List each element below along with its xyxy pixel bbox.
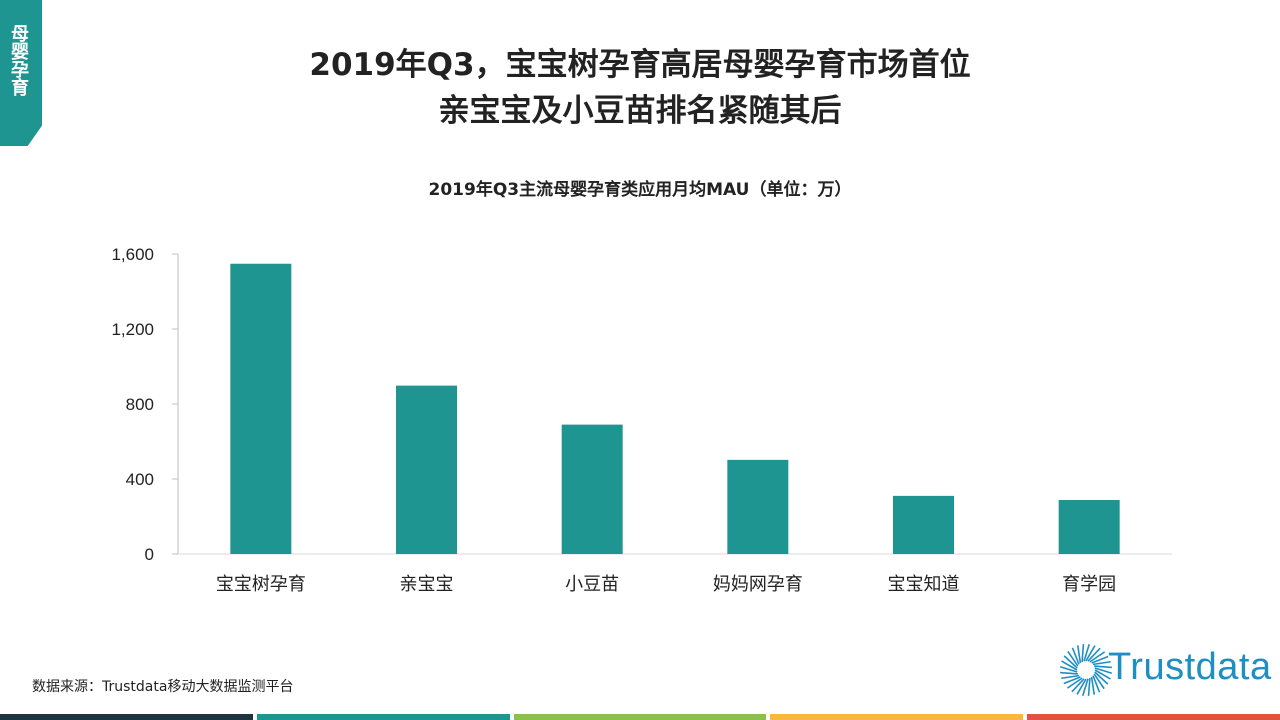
- corner-tab: 母婴孕育: [0, 0, 42, 146]
- y-tick-label: 400: [126, 470, 154, 489]
- logo-ray: [1092, 675, 1101, 693]
- logo-ray: [1076, 645, 1082, 664]
- source-note: 数据来源：Trustdata移动大数据监测平台: [32, 679, 294, 695]
- logo-ray: [1061, 674, 1080, 680]
- logo-ray: [1081, 644, 1085, 662]
- y-tick-label: 1,600: [111, 245, 154, 264]
- logo-ray: [1091, 655, 1109, 664]
- logo-ray: [1066, 677, 1083, 689]
- page-title: 2019年Q3，宝宝树孕育高居母婴孕育市场首位 亲宝宝及小豆苗排名紧随其后: [0, 42, 1280, 134]
- logo-ray: [1063, 676, 1081, 685]
- x-tick-label: 小豆苗: [565, 574, 619, 595]
- logo-ray: [1094, 665, 1112, 669]
- logo-text: Trustdata: [1108, 646, 1272, 688]
- bar: [230, 263, 292, 554]
- logo-ray: [1060, 671, 1078, 675]
- logo-ray: [1085, 645, 1096, 662]
- logo-ray: [1067, 650, 1079, 667]
- logo-ray: [1094, 671, 1109, 685]
- trustdata-logo: Trustdata: [1058, 634, 1271, 704]
- logo-ray: [1083, 643, 1091, 662]
- corner-tab-label: 母婴孕育: [8, 24, 29, 96]
- logo-ray: [1071, 678, 1085, 693]
- bar: [396, 385, 457, 554]
- logo-ray: [1063, 655, 1078, 669]
- y-tick-label: 800: [126, 395, 154, 414]
- x-tick-label: 育学园: [1062, 574, 1116, 595]
- x-tick-label: 宝宝树孕育: [216, 574, 306, 595]
- footer-stripe: [513, 714, 767, 720]
- logo-ray: [1094, 667, 1113, 675]
- logo-ray: [1087, 647, 1101, 662]
- sunburst-icon: [1059, 643, 1113, 697]
- x-tick-label: 宝宝知道: [888, 574, 960, 595]
- logo-ray: [1076, 678, 1087, 695]
- logo-ray: [1071, 647, 1080, 665]
- logo-ray: [1093, 673, 1105, 690]
- logo-ray: [1087, 678, 1091, 696]
- bar: [1058, 500, 1120, 554]
- footer-stripe: [770, 714, 1024, 720]
- bar: [893, 495, 954, 554]
- y-tick-label: 0: [145, 545, 154, 564]
- chart-title: 2019年Q3主流母婴孕育类应用月均MAU（单位：万）: [428, 180, 852, 200]
- x-tick-label: 亲宝宝: [400, 574, 454, 595]
- footer-stripe: [1027, 714, 1280, 720]
- footer-stripe: [256, 714, 510, 720]
- logo-ray: [1092, 660, 1111, 666]
- logo-ray: [1081, 678, 1089, 697]
- title-line-1: 2019年Q3，宝宝树孕育高居母婴孕育市场首位: [309, 47, 971, 83]
- title-line-2: 亲宝宝及小豆苗排名紧随其后: [438, 93, 842, 129]
- footer-stripe: [0, 714, 253, 720]
- logo-ray: [1059, 665, 1078, 673]
- logo-ray: [1094, 669, 1111, 680]
- logo-ray: [1090, 676, 1096, 695]
- logo-ray: [1061, 660, 1078, 671]
- logo-ray: [1089, 651, 1106, 663]
- bar: [727, 459, 789, 554]
- bar: [561, 424, 623, 554]
- x-tick-label: 妈妈网孕育: [713, 574, 803, 595]
- y-tick-label: 1,200: [111, 320, 154, 339]
- footer-stripes: [0, 714, 1280, 720]
